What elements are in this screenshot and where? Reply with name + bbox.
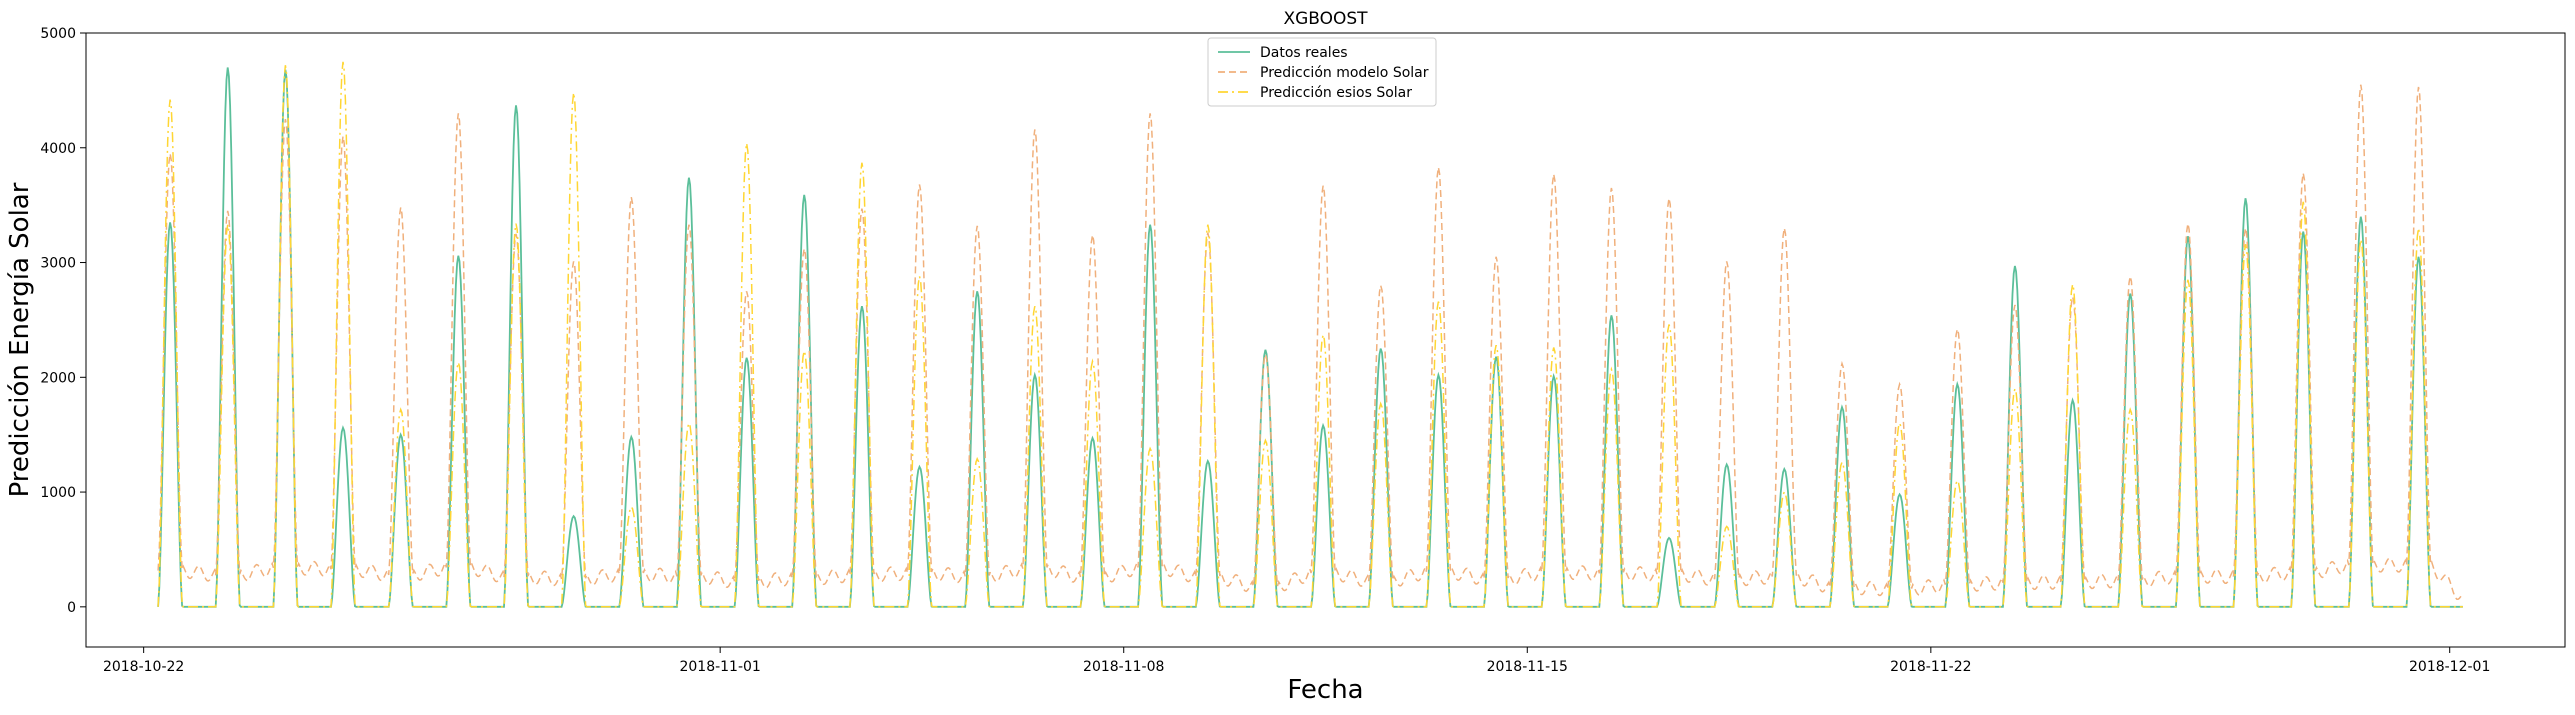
y-tick-label: 0 bbox=[67, 600, 76, 616]
x-tick-label: 2018-11-22 bbox=[1890, 659, 1971, 675]
x-tick-label: 2018-12-01 bbox=[2409, 659, 2490, 675]
y-tick-label: 1000 bbox=[40, 485, 76, 501]
series-line-1 bbox=[157, 67, 2463, 608]
x-tick-label: 2018-11-15 bbox=[1487, 659, 1568, 675]
y-axis-label: Predicción Energía Solar bbox=[5, 182, 35, 497]
y-tick-label: 2000 bbox=[40, 370, 76, 386]
axes-layer: 0 1000 2000 3000 4000 5000 2018-10-22 2018-11-0… bbox=[40, 26, 2566, 675]
legend-box bbox=[1207, 37, 1437, 107]
series-layer bbox=[157, 61, 2464, 608]
plot-frame bbox=[85, 32, 2566, 648]
x-tick-label: 2018-10-22 bbox=[103, 659, 184, 675]
legend: Datos reales Predicción modelo Solar Predi… bbox=[1207, 37, 1437, 107]
y-tick-label: 4000 bbox=[40, 141, 76, 157]
legend-label-2: Predicción modelo Solar bbox=[1260, 65, 1429, 81]
y-tick-label: 5000 bbox=[40, 26, 76, 42]
series-line-2 bbox=[157, 84, 2464, 600]
legend-label-3: Predicción esios Solar bbox=[1260, 85, 1412, 101]
x-axis-label: Fecha bbox=[1287, 675, 1363, 705]
y-tick-label: 3000 bbox=[40, 256, 76, 272]
x-tick-label: 2018-11-08 bbox=[1083, 659, 1164, 675]
chart-title: XGBOOST bbox=[1283, 9, 1368, 29]
series-line-3 bbox=[157, 61, 2463, 608]
x-tick-label: 2018-11-01 bbox=[679, 659, 760, 675]
legend-label-1: Datos reales bbox=[1260, 45, 1348, 61]
